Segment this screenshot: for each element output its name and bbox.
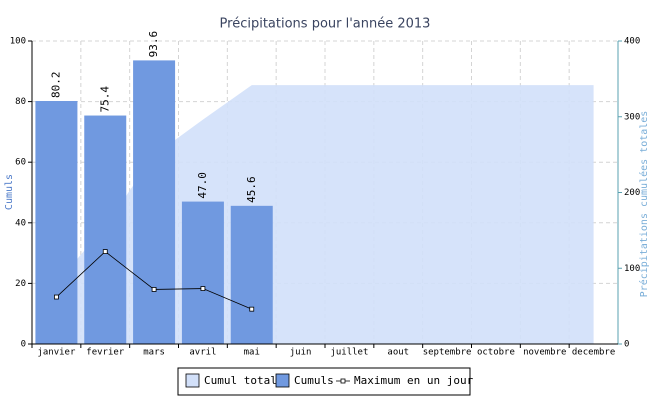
legend-label: Cumuls <box>294 374 334 387</box>
x-tick-label: aout <box>387 348 409 358</box>
legend-box <box>177 367 471 396</box>
bar <box>230 205 273 344</box>
y2-tick-label: 0 <box>624 340 629 350</box>
y2-tick-label: 300 <box>624 112 640 122</box>
x-tick-label: juillet <box>330 348 368 358</box>
y2-tick-label: 200 <box>624 188 640 198</box>
x-tick-label: avril <box>189 348 216 358</box>
y-tick-label: 80 <box>15 97 26 107</box>
x-tick-label: decembre <box>572 348 615 358</box>
y-tick-label: 0 <box>21 340 26 350</box>
legend-swatch <box>275 373 290 388</box>
value-label: 93.6 <box>147 31 160 58</box>
y2-tick-label: 100 <box>624 264 640 274</box>
legend-swatch <box>185 373 200 388</box>
x-tick-label: mai <box>244 348 260 358</box>
line-marker <box>54 294 59 300</box>
legend-swatch-marker <box>340 378 346 384</box>
bar <box>133 60 176 344</box>
x-tick-label: octobre <box>477 348 515 358</box>
value-label: 45.6 <box>245 176 258 203</box>
bar <box>35 100 78 344</box>
legend-label: Maximum en un jour <box>354 374 474 387</box>
line-marker <box>249 306 255 312</box>
value-label: 75.4 <box>98 86 111 113</box>
x-tick-label: juin <box>290 348 312 358</box>
x-tick-label: mars <box>143 348 165 358</box>
y-tick-label: 20 <box>15 279 26 289</box>
value-label: 47.0 <box>196 172 209 199</box>
y-tick-label: 100 <box>10 37 26 47</box>
line-marker <box>102 249 108 254</box>
line-marker <box>200 286 206 291</box>
value-label: 80.2 <box>49 71 62 98</box>
y2-tick-label: 400 <box>624 37 640 47</box>
legend-label: Cumul total <box>204 374 277 387</box>
x-tick-label: novembre <box>523 348 566 358</box>
chart-title: Précipitations pour l'année 2013 <box>220 17 431 32</box>
bar <box>181 201 224 344</box>
line-marker <box>151 287 157 292</box>
y-axis-label: Cumuls <box>4 174 15 210</box>
x-tick-label: fevrier <box>86 348 125 358</box>
x-tick-label: janvier <box>37 348 76 358</box>
x-tick-label: septembre <box>423 348 472 358</box>
y-tick-label: 60 <box>15 158 26 168</box>
bar <box>84 115 127 345</box>
y-tick-label: 40 <box>15 218 26 228</box>
y2-axis-label: Précipitations cumulées totales <box>638 111 650 298</box>
